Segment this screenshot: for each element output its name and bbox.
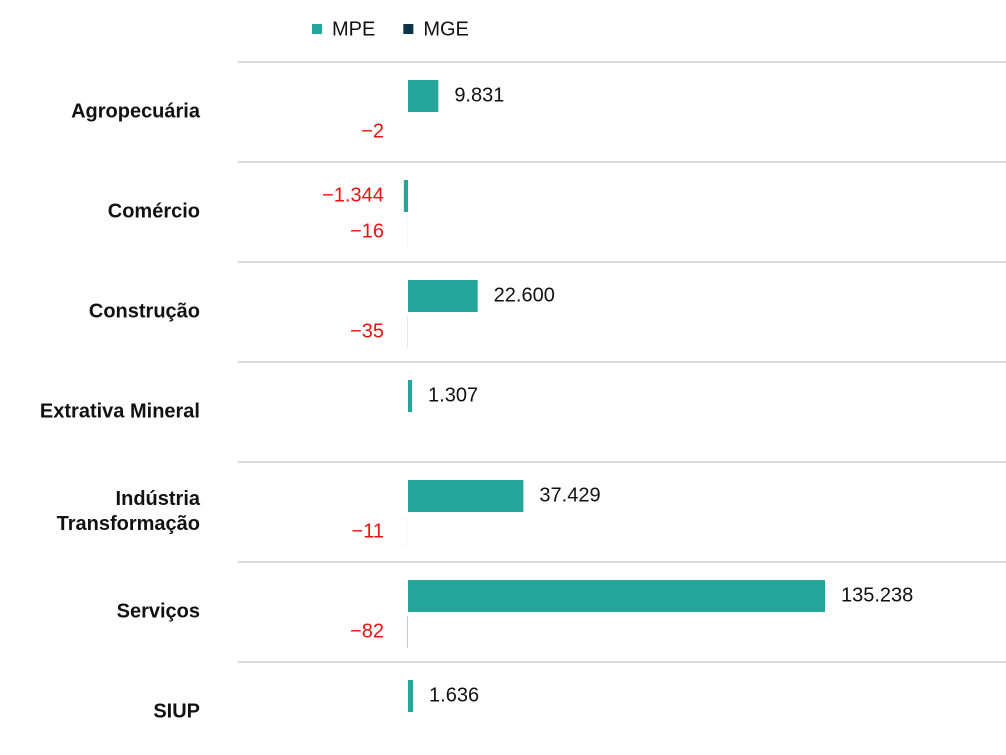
- value-label: −11: [352, 520, 384, 542]
- value-label: −1.344: [322, 184, 384, 206]
- category-label: Construção: [88, 300, 200, 323]
- bar: [408, 380, 413, 412]
- category-label: Indústria Transformação: [56, 488, 200, 535]
- value-label: 9.831: [454, 84, 504, 106]
- bar: [403, 180, 408, 212]
- legend-label: MPE: [332, 18, 375, 40]
- bar: [408, 280, 478, 312]
- category-label: Agropecuária: [71, 100, 200, 123]
- value-label: 1.636: [429, 684, 479, 706]
- value-label: −2: [361, 120, 384, 142]
- value-label: 22.600: [494, 284, 555, 306]
- value-label: 1.307: [428, 384, 478, 406]
- bar: [408, 480, 524, 512]
- category-label: SIUP: [153, 700, 200, 723]
- legend-swatch: [312, 24, 322, 34]
- legend-label: MGE: [423, 18, 469, 40]
- category-label: Serviços: [116, 600, 200, 623]
- legend-swatch: [403, 24, 414, 34]
- value-label: −16: [350, 220, 384, 242]
- value-label: −35: [350, 320, 384, 342]
- bar: [408, 680, 414, 712]
- bar: [408, 580, 825, 612]
- bar: [408, 80, 439, 112]
- value-label: −82: [350, 620, 384, 642]
- category-label: Extrativa Mineral: [39, 400, 200, 423]
- value-label: 37.429: [539, 484, 600, 506]
- value-label: 135.238: [841, 584, 913, 606]
- category-label: Comércio: [107, 200, 200, 223]
